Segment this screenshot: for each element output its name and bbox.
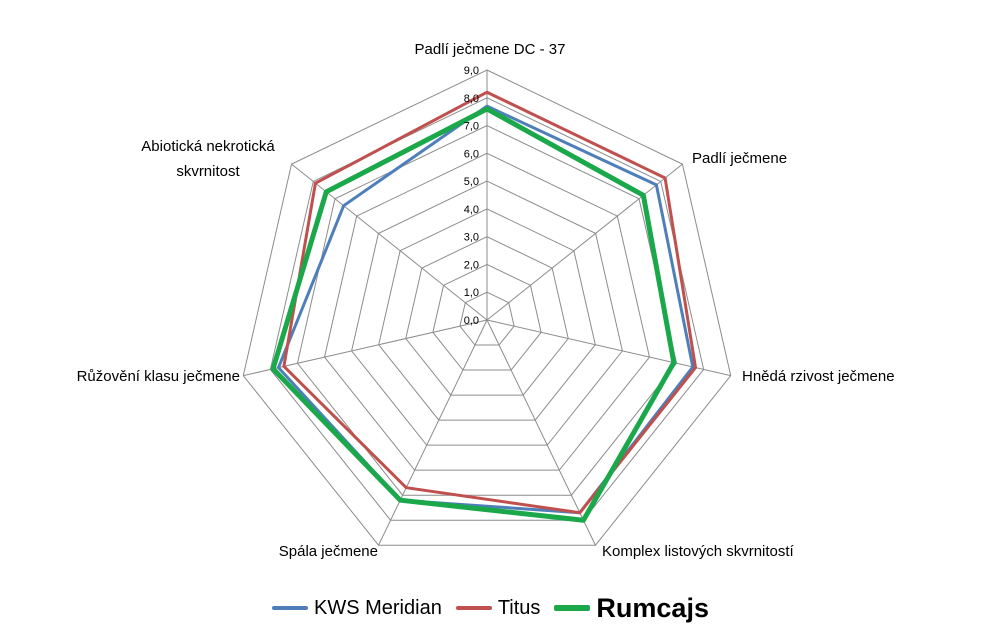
tick-label-4: 4,0 bbox=[464, 204, 479, 216]
legend-swatch-titus bbox=[455, 606, 492, 610]
axis-label-6: Abiotická nekrotická skvrnitost bbox=[141, 138, 275, 180]
axis-label-4: Spála ječmene bbox=[279, 543, 378, 560]
spoke-3 bbox=[486, 319, 596, 546]
radar-tick-labels: 0,0 1,0 2,0 3,0 4,0 5,0 6,0 7,0 8,0 9,0 bbox=[464, 65, 479, 327]
legend-item-kws-meridian: KWS Meridian bbox=[272, 597, 442, 620]
tick-label-8: 8,0 bbox=[464, 93, 479, 105]
tick-label-0: 0,0 bbox=[464, 315, 479, 327]
tick-label-1: 1,0 bbox=[464, 287, 479, 299]
legend-item-rumcajs: Rumcajs bbox=[554, 593, 709, 624]
spoke-6 bbox=[291, 163, 488, 321]
tick-label-7: 7,0 bbox=[464, 121, 479, 133]
grid-ring-6 bbox=[323, 152, 651, 471]
tick-label-9: 9,0 bbox=[464, 65, 479, 77]
legend-swatch-rumcajs bbox=[554, 605, 591, 611]
legend-label-rumcajs: Rumcajs bbox=[596, 592, 709, 623]
radar-grid bbox=[242, 69, 732, 546]
axis-label-1: Padlí ječmene bbox=[692, 150, 787, 167]
legend: KWS Meridian Titus Rumcajs bbox=[0, 588, 981, 628]
legend-label-kws-meridian: KWS Meridian bbox=[314, 596, 442, 619]
axis-label-5: Růžovění klasu ječmene bbox=[77, 368, 240, 385]
spoke-1 bbox=[486, 163, 683, 321]
tick-label-3: 3,0 bbox=[464, 232, 479, 244]
series-line-titus bbox=[282, 90, 698, 515]
legend-swatch-kws-meridian bbox=[272, 606, 308, 610]
radar-series bbox=[270, 90, 698, 523]
legend-label-titus: Titus bbox=[497, 596, 541, 619]
axis-label-2: Hnědá rzivost ječmene bbox=[742, 368, 895, 385]
radar-axis-labels: Padlí ječmene DC - 37 Padlí ječmene Hnědá … bbox=[77, 41, 895, 560]
grid-ring-3 bbox=[405, 236, 569, 396]
grid-ring-8 bbox=[269, 97, 705, 521]
legend-item-titus: Titus bbox=[455, 596, 541, 620]
tick-label-2: 2,0 bbox=[464, 259, 479, 271]
tick-label-5: 5,0 bbox=[464, 176, 479, 188]
axis-label-3: Komplex listových skvrnitostí bbox=[602, 543, 795, 560]
grid-ring-9 bbox=[242, 69, 732, 546]
spoke-4 bbox=[378, 319, 488, 546]
series-line-kws-meridian bbox=[276, 104, 695, 515]
series-line-rumcajs bbox=[270, 106, 677, 523]
grid-ring-1 bbox=[459, 291, 515, 346]
grid-ring-5 bbox=[351, 180, 623, 446]
grid-ring-7 bbox=[296, 125, 678, 496]
spoke-2 bbox=[486, 319, 731, 377]
grid-ring-4 bbox=[378, 208, 596, 421]
tick-label-6: 6,0 bbox=[464, 148, 479, 160]
grid-ring-2 bbox=[432, 263, 542, 371]
axis-label-0: Padlí ječmene DC - 37 bbox=[415, 41, 566, 58]
